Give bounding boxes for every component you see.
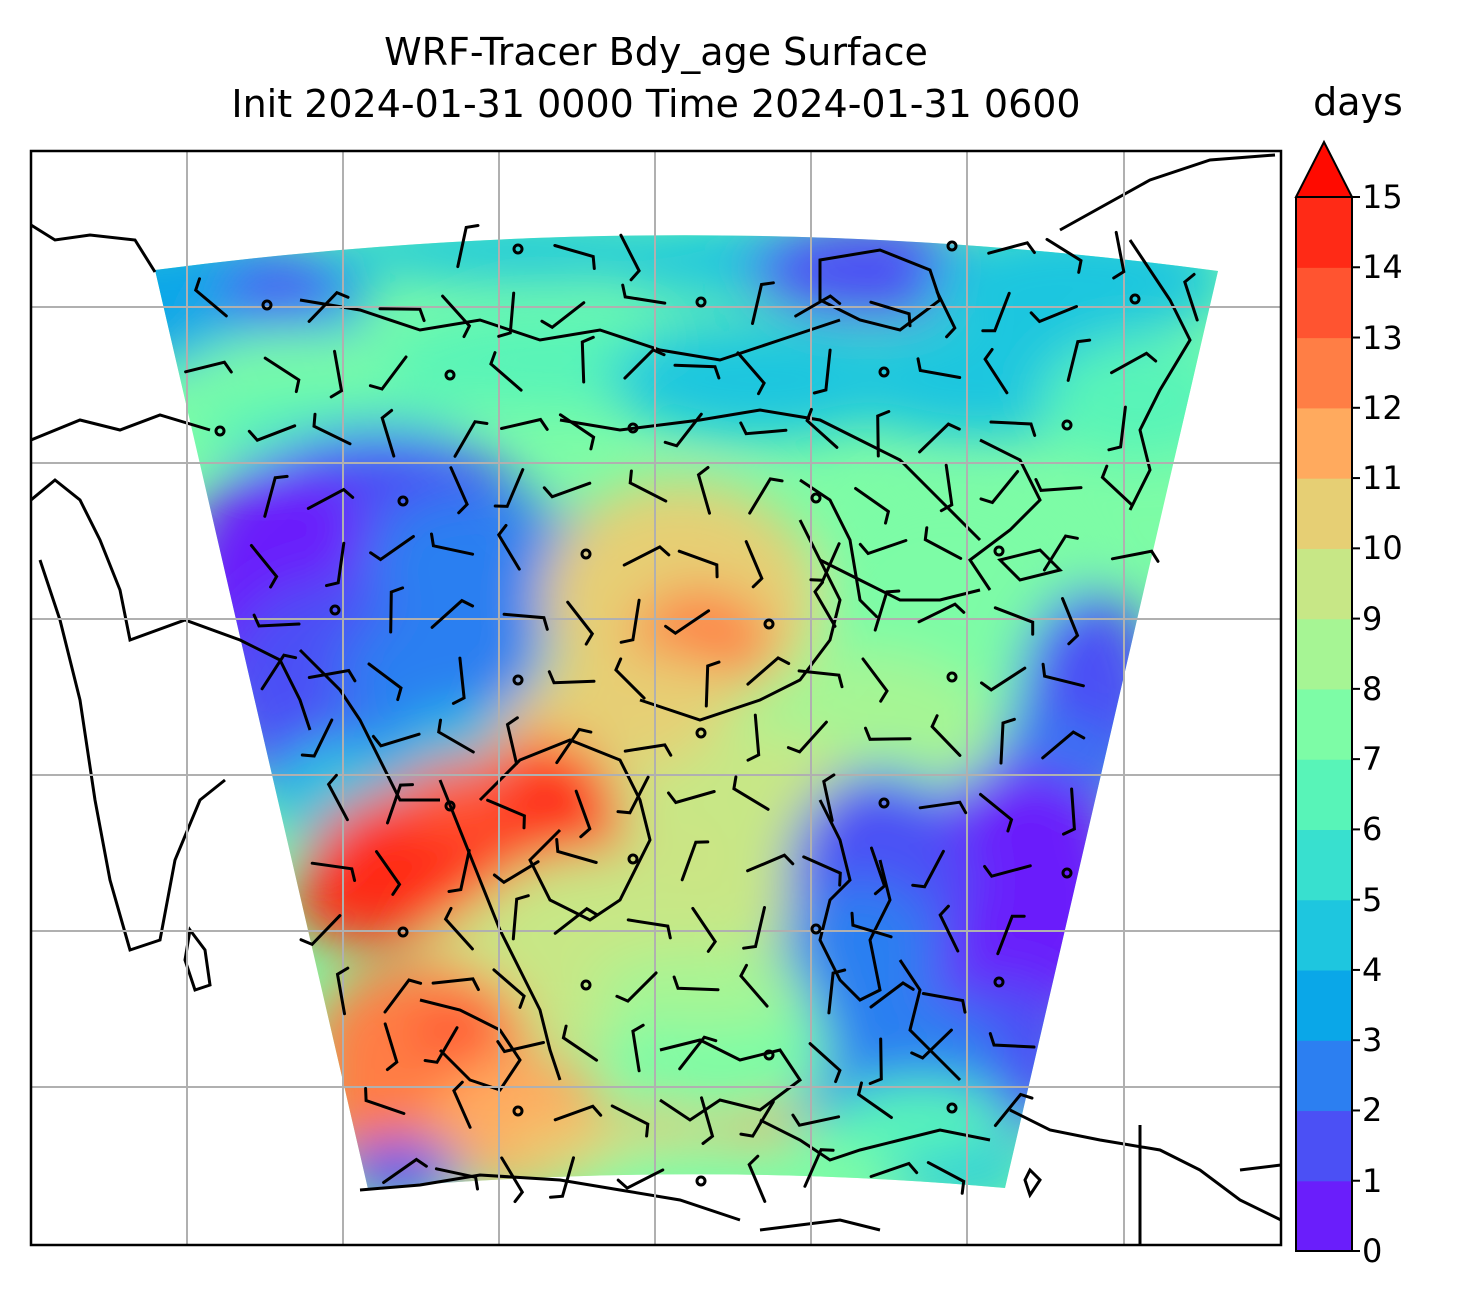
chart-subtitle: Init 2024-01-31 0000 Time 2024-01-31 060… bbox=[231, 82, 1081, 126]
colorbar-tick-label: 9 bbox=[1362, 599, 1383, 638]
colorbar-tick-label: 14 bbox=[1362, 248, 1403, 287]
colorbar-segment bbox=[1296, 548, 1352, 620]
wind-barbs bbox=[184, 224, 1199, 1204]
colorbar-tick-label: 6 bbox=[1362, 810, 1383, 849]
colorbar-tick-label: 4 bbox=[1362, 950, 1383, 989]
colorbar bbox=[1294, 139, 1360, 1252]
colorbar-tick-label: 11 bbox=[1362, 459, 1403, 498]
colorbar-segment bbox=[1296, 267, 1352, 339]
gridlines bbox=[31, 151, 1281, 1245]
colorbar-tick-label: 3 bbox=[1362, 1021, 1383, 1060]
colorbar-tick-label: 2 bbox=[1362, 1091, 1383, 1130]
colorbar-tick-label: 12 bbox=[1362, 388, 1403, 427]
map-frame bbox=[29, 149, 1283, 1247]
colorbar-frame bbox=[1295, 197, 1353, 1252]
colorbar-tick-label: 5 bbox=[1362, 880, 1383, 919]
colorbar-segment bbox=[1296, 337, 1352, 409]
colorbar-segment bbox=[1296, 1180, 1352, 1252]
colorbar-segment bbox=[1296, 618, 1352, 690]
colorbar-segment bbox=[1296, 197, 1352, 268]
colorbar-tick-label: 1 bbox=[1362, 1161, 1383, 1200]
colorbar-extend-arrow bbox=[1294, 139, 1354, 198]
colorbar-segment bbox=[1296, 407, 1352, 479]
colorbar-segment bbox=[1296, 688, 1352, 760]
colorbar-tick-label: 10 bbox=[1362, 529, 1403, 568]
colorbar-tick-label: 15 bbox=[1362, 178, 1403, 216]
colorbar-tick-label: 13 bbox=[1362, 318, 1403, 357]
colorbar-tick-label: 0 bbox=[1362, 1232, 1383, 1270]
colorbar-label: days bbox=[1313, 80, 1403, 124]
colorbar-segment bbox=[1296, 969, 1352, 1041]
colorbar-segment bbox=[1296, 478, 1352, 549]
colorbar-segment bbox=[1296, 899, 1352, 971]
colorbar-segment bbox=[1296, 829, 1352, 901]
colorbar-tick-label: 8 bbox=[1362, 669, 1383, 708]
colorbar-segment bbox=[1296, 1040, 1352, 1112]
colorbar-segment bbox=[1296, 759, 1352, 830]
colorbar-segment bbox=[1296, 1110, 1352, 1182]
chart-title: WRF-Tracer Bdy_age Surface bbox=[384, 30, 928, 74]
colorbar-tick-label: 7 bbox=[1362, 740, 1383, 779]
